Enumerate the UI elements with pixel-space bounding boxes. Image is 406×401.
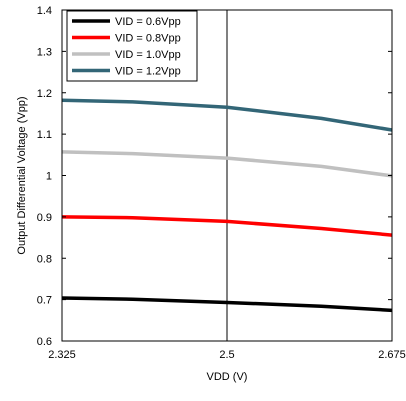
y-axis-title: Output Differential Voltage (Vpp) [16, 96, 28, 254]
x-tick-label: 2.675 [378, 349, 406, 361]
series-line-3 [61, 150, 393, 178]
legend-label: VID = 0.8Vpp [115, 33, 181, 45]
x-axis-title: VDD (V) [207, 371, 248, 383]
x-tick-label: 2.325 [48, 349, 76, 361]
series-line-4 [61, 98, 393, 132]
y-tick-label: 0.9 [37, 212, 52, 224]
legend-label: VID = 0.6Vpp [115, 16, 181, 28]
x-tick-label: 2.5 [219, 349, 234, 361]
legend-label: VID = 1.0Vpp [115, 49, 181, 61]
y-tick-label: 1.2 [37, 88, 52, 100]
y-tick-label: 0.7 [37, 295, 52, 307]
series-line-2 [61, 215, 393, 237]
y-tick-label: 1.3 [37, 46, 52, 58]
y-tick-label: 1.1 [37, 129, 52, 141]
y-tick-label: 0.8 [37, 253, 52, 265]
series-lines [61, 98, 393, 313]
x-axis-ticks: 2.325 2.5 2.675 [48, 337, 406, 361]
y-axis-ticks: 0.6 0.7 0.8 0.9 1 1.1 1.2 1.3 1.4 [37, 5, 392, 348]
y-tick-label: 1 [46, 171, 52, 183]
series-line-1 [61, 296, 393, 313]
y-tick-label: 0.6 [37, 336, 52, 348]
legend: VID = 0.6Vpp VID = 0.8Vpp VID = 1.0Vpp VID … [66, 10, 198, 82]
legend-label: VID = 1.2Vpp [115, 66, 181, 78]
y-tick-label: 1.4 [37, 5, 52, 17]
